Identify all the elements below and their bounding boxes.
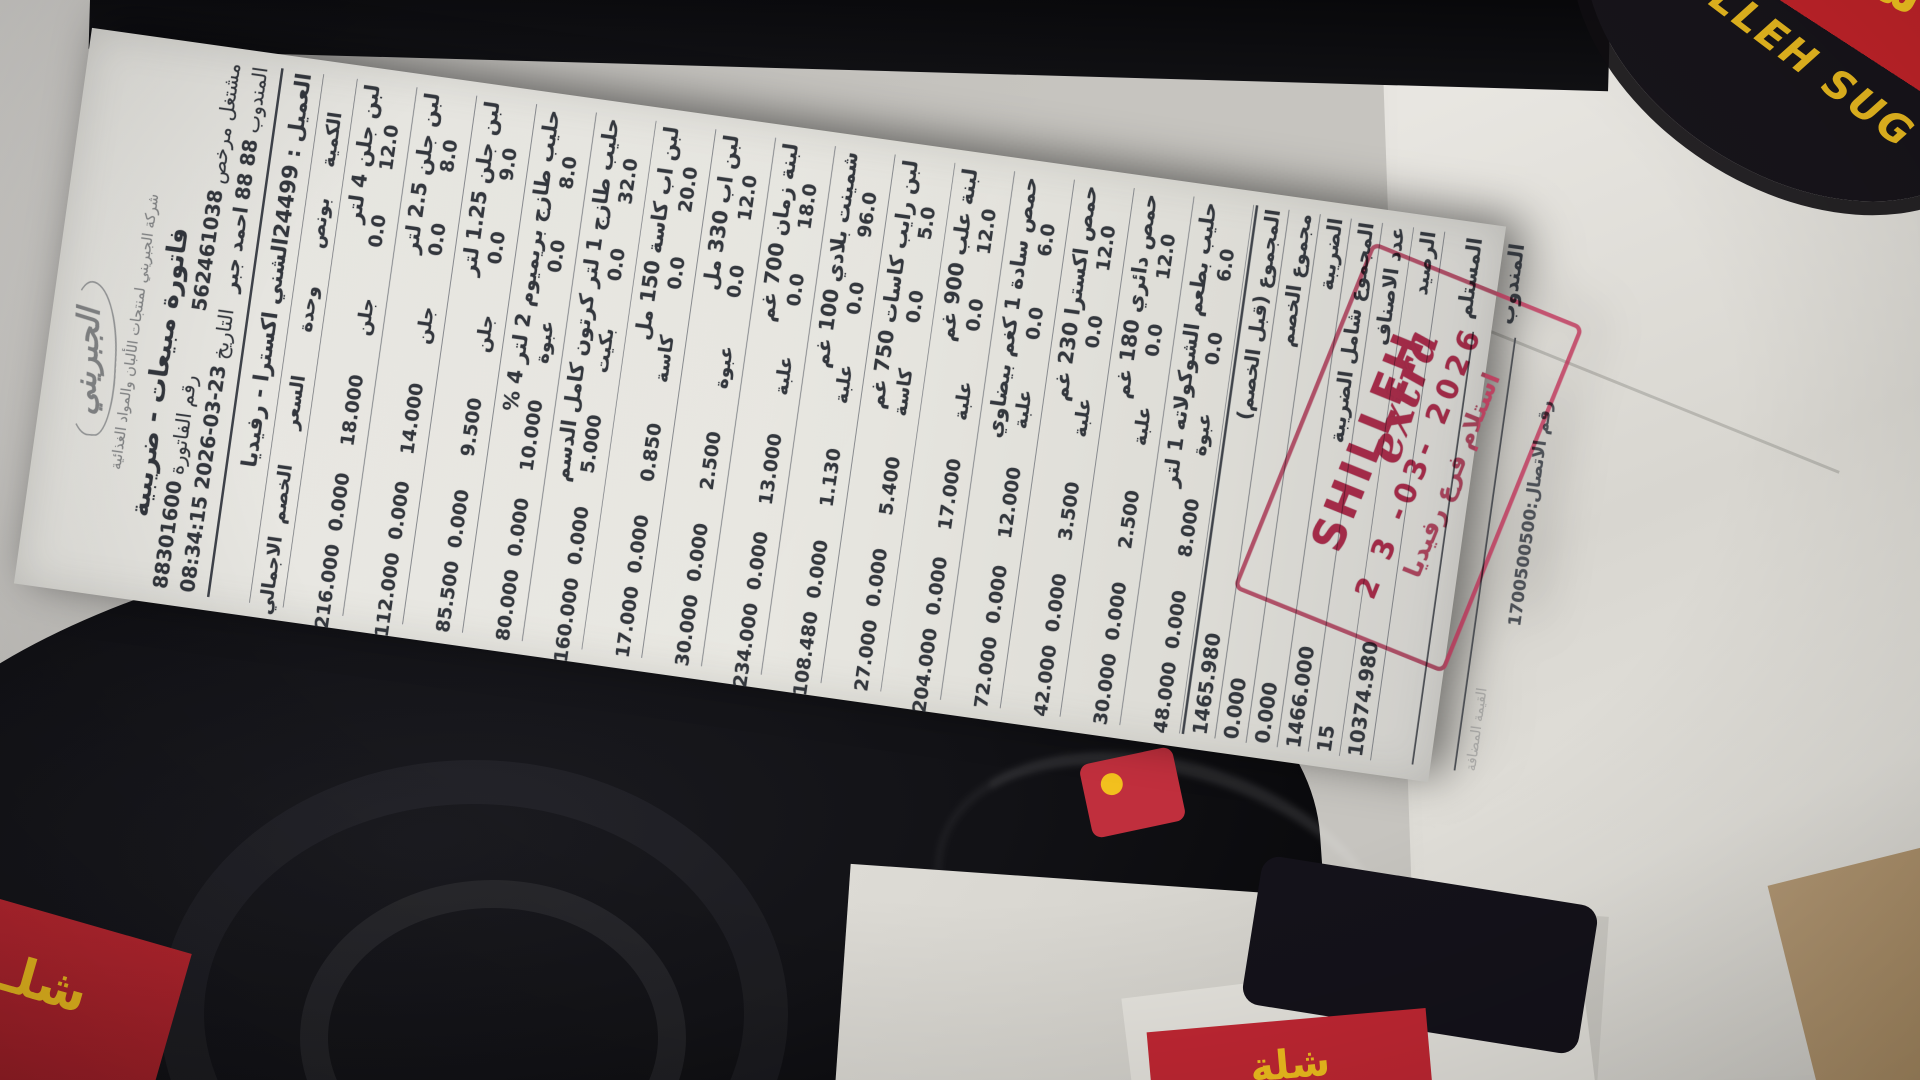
corner-fragment-text: شلـ [0, 942, 95, 1026]
totals-value: 0.000 [1251, 680, 1283, 745]
column-header: الاجمالي [255, 534, 288, 617]
yellow-dot [1098, 771, 1125, 798]
date-label: التاريخ [209, 307, 239, 361]
totals-value: 0.000 [1220, 676, 1252, 741]
totals-value: 15 [1313, 723, 1340, 754]
rep-label: المندوب [241, 65, 273, 135]
scrap-fragment-text: شلة [1248, 1038, 1332, 1080]
items-list: لبن جلن 4 لتر 12.0 0.0 جلن 18.000 0.000 216.00… [283, 78, 1255, 735]
jubrini-logo: الجبريني [64, 279, 121, 437]
customer-label: العميل : [280, 71, 317, 160]
